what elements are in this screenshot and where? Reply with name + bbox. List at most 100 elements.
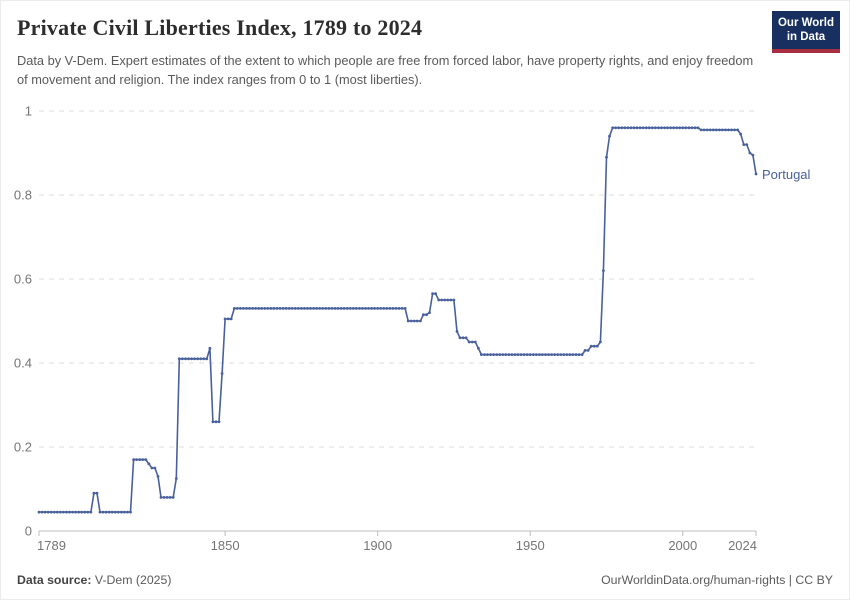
data-point [312, 307, 315, 310]
data-point [687, 126, 691, 130]
data-point [617, 126, 621, 130]
data-point [168, 496, 172, 499]
data-point [739, 132, 743, 136]
page-title: Private Civil Liberties Index, 1789 to 2… [17, 15, 423, 40]
data-point [220, 372, 224, 375]
data-point [104, 510, 108, 514]
data-point [116, 510, 120, 514]
data-point [544, 353, 547, 356]
data-point [187, 357, 190, 361]
data-point [321, 307, 325, 310]
data-point [730, 128, 733, 132]
data-point [62, 510, 65, 514]
data-point [678, 126, 682, 130]
data-point [644, 126, 648, 130]
data-point [431, 292, 434, 296]
data-point [129, 510, 132, 514]
data-point [733, 128, 736, 132]
data-point [547, 353, 550, 356]
data-source-label: Data source: [17, 573, 92, 587]
data-point [583, 349, 587, 352]
data-point [193, 357, 197, 361]
data-point [275, 307, 279, 310]
data-point [208, 346, 212, 350]
data-point [315, 307, 318, 310]
data-point [498, 353, 502, 356]
data-point [358, 307, 361, 310]
data-point [638, 126, 642, 130]
data-point [370, 307, 373, 310]
data-point [174, 477, 178, 480]
data-point [373, 307, 376, 310]
data-point [480, 353, 483, 356]
portugal-line [39, 127, 757, 513]
data-point [324, 307, 328, 310]
data-point [693, 126, 697, 130]
data-point [528, 353, 532, 356]
data-point [400, 307, 404, 310]
data-point [217, 420, 221, 424]
data-point [449, 298, 453, 302]
data-point [684, 126, 688, 130]
data-point [672, 126, 675, 130]
data-point [714, 128, 718, 132]
data-point [290, 307, 294, 310]
data-point [406, 319, 410, 323]
data-point [455, 330, 459, 333]
data-point [489, 353, 492, 356]
data-point [254, 307, 257, 310]
data-point [611, 126, 614, 130]
data-point [599, 340, 602, 344]
data-point [675, 126, 679, 130]
owid-logo[interactable]: Our World in Data [772, 11, 840, 53]
data-point [309, 307, 312, 310]
data-point [477, 346, 480, 350]
data-point [663, 126, 666, 130]
data-point [141, 458, 145, 461]
data-point [650, 126, 654, 130]
data-point [71, 510, 74, 514]
data-point [269, 307, 273, 310]
data-point [177, 357, 181, 361]
data-point [592, 344, 596, 348]
data-point [251, 307, 255, 310]
data-point [550, 353, 553, 356]
data-point [614, 126, 618, 130]
data-point [531, 353, 535, 356]
data-point [110, 510, 114, 514]
data-point [473, 340, 477, 344]
data-point [86, 510, 90, 514]
data-point [629, 126, 633, 130]
data-point [681, 126, 685, 130]
data-point [446, 298, 450, 302]
data-point [443, 298, 447, 302]
data-point [580, 353, 584, 356]
data-point [49, 510, 53, 514]
data-point [306, 307, 309, 310]
data-point [559, 353, 563, 356]
series-label-portugal[interactable]: Portugal [762, 167, 811, 182]
owid-logo-line1: Our World [777, 17, 834, 29]
data-point [608, 134, 611, 138]
data-point [507, 353, 511, 356]
data-point [330, 307, 334, 310]
data-point [519, 353, 523, 356]
data-point [595, 344, 599, 348]
chart-subtitle: Data by V-Dem. Expert estimates of the e… [17, 53, 754, 88]
data-point [318, 307, 322, 310]
y-tick-label: 1 [25, 104, 32, 119]
data-point [92, 491, 96, 495]
data-point [486, 353, 489, 356]
data-point [126, 510, 129, 514]
data-point [284, 307, 288, 310]
data-point [586, 349, 590, 352]
data-point [199, 357, 203, 361]
x-tick-label: 1789 [37, 538, 66, 553]
data-point [565, 353, 569, 356]
data-point [303, 307, 306, 310]
data-point [37, 510, 41, 514]
data-point [296, 307, 300, 310]
data-point [751, 153, 755, 157]
data-point [138, 458, 142, 461]
